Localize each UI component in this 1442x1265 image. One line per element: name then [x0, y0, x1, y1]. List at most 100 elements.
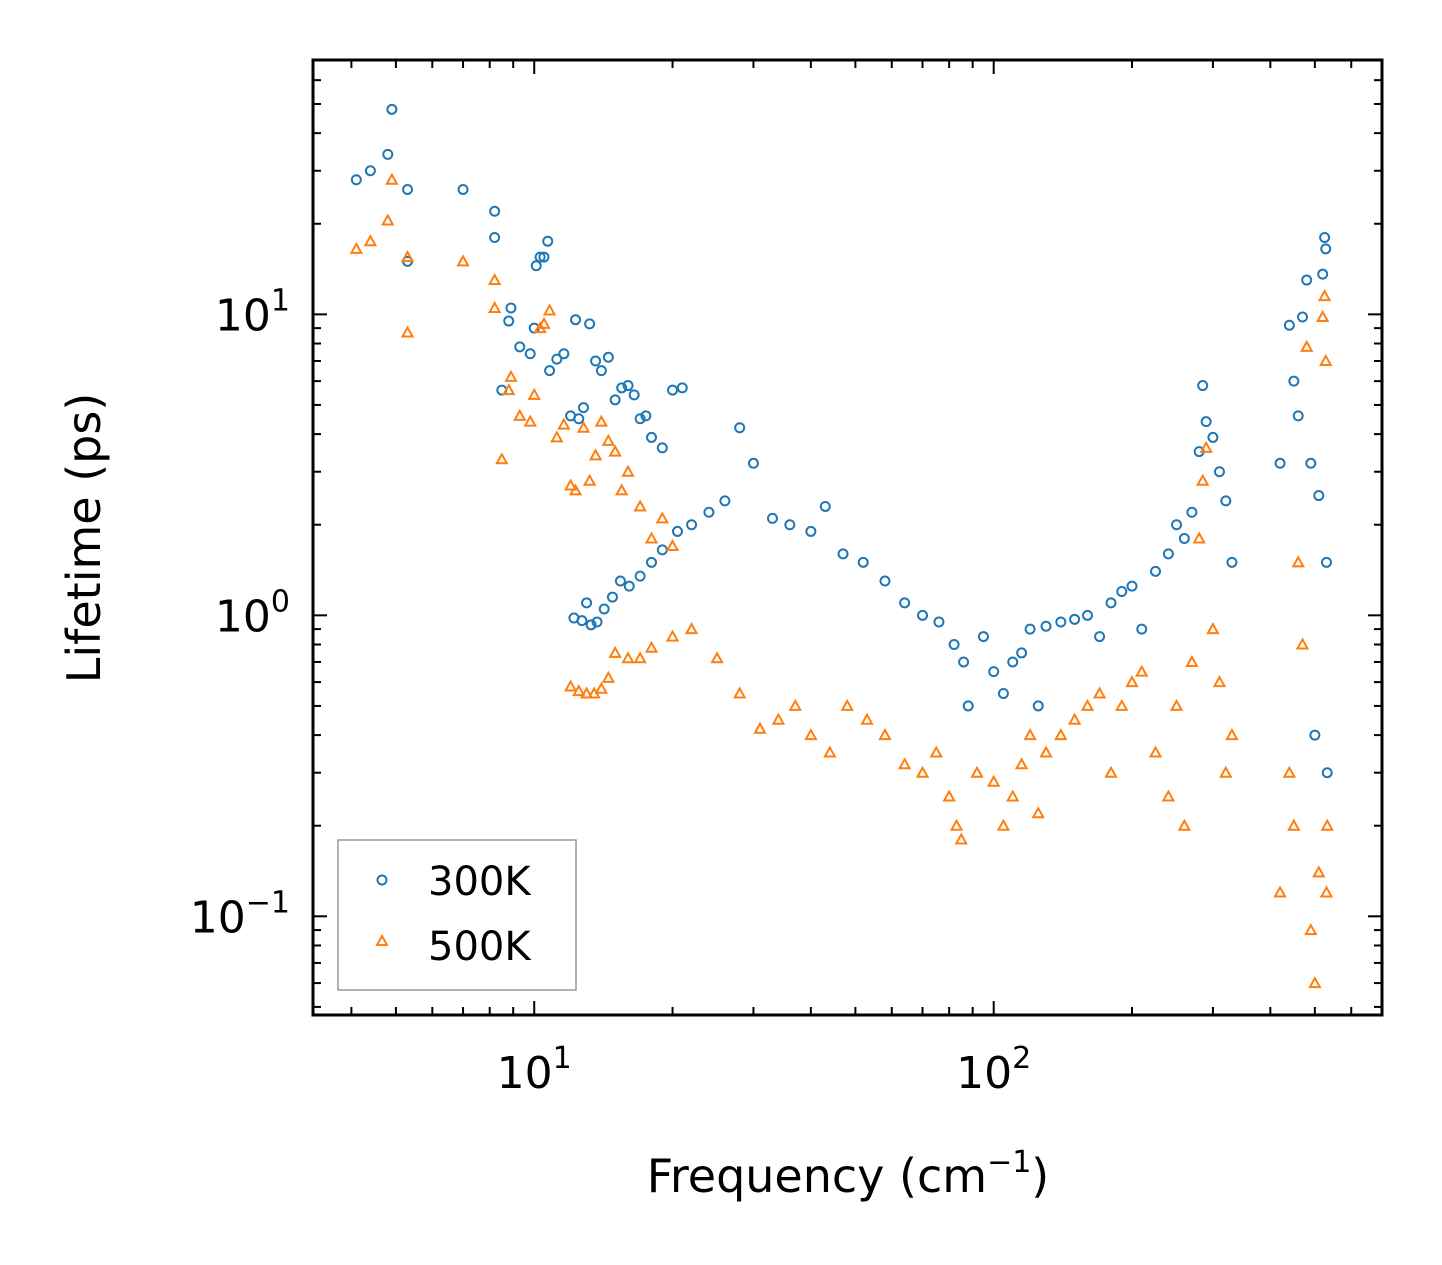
data-point-500k [582, 473, 597, 486]
data-point-300k [837, 548, 849, 560]
data-point-300k [602, 351, 614, 363]
data-point-500k [550, 430, 564, 443]
data-point-500k [949, 818, 964, 831]
data-point-300k [1226, 556, 1238, 568]
data-point-300k [489, 232, 501, 244]
data-point-500k [568, 483, 583, 496]
data-point-300k [364, 165, 376, 177]
data-point-500k [929, 745, 943, 758]
data-point-500k [1199, 440, 1213, 453]
data-point-300k [576, 615, 588, 627]
data-point-500k [1023, 728, 1037, 741]
data-point-300k [1150, 565, 1162, 577]
data-point-500k [487, 273, 502, 286]
data-point-500k [987, 774, 1001, 787]
data-point-300k [1288, 375, 1300, 387]
data-point-500k [504, 369, 518, 382]
data-point-300k [573, 413, 585, 425]
data-point-300k [879, 575, 891, 587]
data-point-500k [1115, 698, 1129, 711]
data-point-500k [1308, 976, 1322, 989]
data-point-300k [747, 457, 759, 469]
data-point-500k [1315, 309, 1330, 322]
data-point-300k [614, 575, 626, 587]
data-point-300k [1007, 656, 1019, 668]
data-point-300k [1171, 519, 1183, 531]
data-point-300k [591, 616, 603, 628]
data-point-300k [784, 519, 796, 531]
data-point-300k [734, 422, 746, 434]
data-point-300k [1197, 380, 1209, 392]
data-point-300k [1136, 623, 1148, 635]
data-point-300k [1116, 586, 1128, 598]
series-300k-points [350, 103, 1333, 779]
data-point-500k [915, 765, 930, 778]
data-point-300k [1213, 466, 1225, 478]
data-point-300k [977, 631, 989, 643]
data-point-500k [400, 325, 415, 338]
data-point-300k [819, 500, 831, 512]
tick-labels: 101 102 10−1 100 101 [190, 283, 1031, 1099]
data-point-300k [1320, 243, 1332, 255]
data-point-500k [1192, 531, 1206, 544]
data-point-500k [942, 789, 956, 802]
data-point-500k [1031, 806, 1045, 819]
data-point-500k [400, 250, 415, 263]
data-point-500k [608, 444, 622, 457]
y-tick-label: 10−1 [190, 885, 290, 943]
data-point-500k [860, 712, 874, 725]
data-point-500k [1319, 885, 1334, 898]
data-point-300k [584, 318, 596, 330]
data-point-500k [621, 651, 635, 664]
data-point-500k [710, 651, 724, 664]
data-point-300k [489, 205, 501, 217]
data-point-500k [576, 420, 591, 433]
data-point-500k [1148, 745, 1163, 758]
data-point-300k [457, 183, 469, 195]
data-point-300k [933, 616, 945, 628]
data-point-500k [1295, 637, 1310, 650]
data-point-500k [1054, 728, 1068, 741]
data-point-300k [1094, 631, 1106, 643]
data-point-300k [577, 402, 589, 414]
data-point-300k [382, 148, 394, 160]
legend-label-500k: 500K [428, 924, 532, 970]
plot-frame [311, 58, 1384, 1017]
data-point-300k [1200, 416, 1212, 428]
data-point-500k [1212, 675, 1227, 688]
data-point-300k [686, 519, 698, 531]
data-point-500k [1006, 789, 1020, 802]
data-point-500k [1014, 757, 1029, 770]
data-point-300k [1040, 620, 1052, 632]
data-point-500k [840, 698, 854, 711]
data-point-300k [544, 365, 556, 377]
data-point-300k [997, 687, 1009, 699]
data-point-500k [608, 645, 622, 658]
data-point-500k [897, 757, 912, 770]
data-point-500k [1300, 339, 1314, 352]
data-point-300k [524, 348, 536, 360]
legend-label-300k: 300K [428, 859, 532, 905]
data-point-500k [614, 483, 629, 496]
data-point-300k [1321, 767, 1333, 779]
data-point-300k [1055, 616, 1067, 628]
data-point-500k [954, 832, 968, 845]
data-point-500k [1304, 923, 1318, 936]
data-point-300k [988, 666, 1000, 678]
data-point-500k [771, 712, 786, 725]
data-point-300k [656, 442, 668, 454]
data-point-500k [579, 686, 594, 699]
data-point-500k [594, 414, 609, 427]
data-point-300k [948, 638, 960, 650]
data-point-300k [503, 315, 515, 327]
data-point-300k [1024, 623, 1036, 635]
data-point-300k [1305, 457, 1317, 469]
data-point-300k [899, 597, 911, 609]
data-point-500k [633, 499, 647, 512]
data-point-500k [588, 448, 603, 461]
data-point-500k [502, 383, 516, 396]
x-tick-label: 102 [956, 1041, 1031, 1099]
data-point-500k [644, 531, 659, 544]
y-axis-title: Lifetime (ps) [57, 393, 111, 684]
legend: 300K 500K [337, 839, 577, 991]
